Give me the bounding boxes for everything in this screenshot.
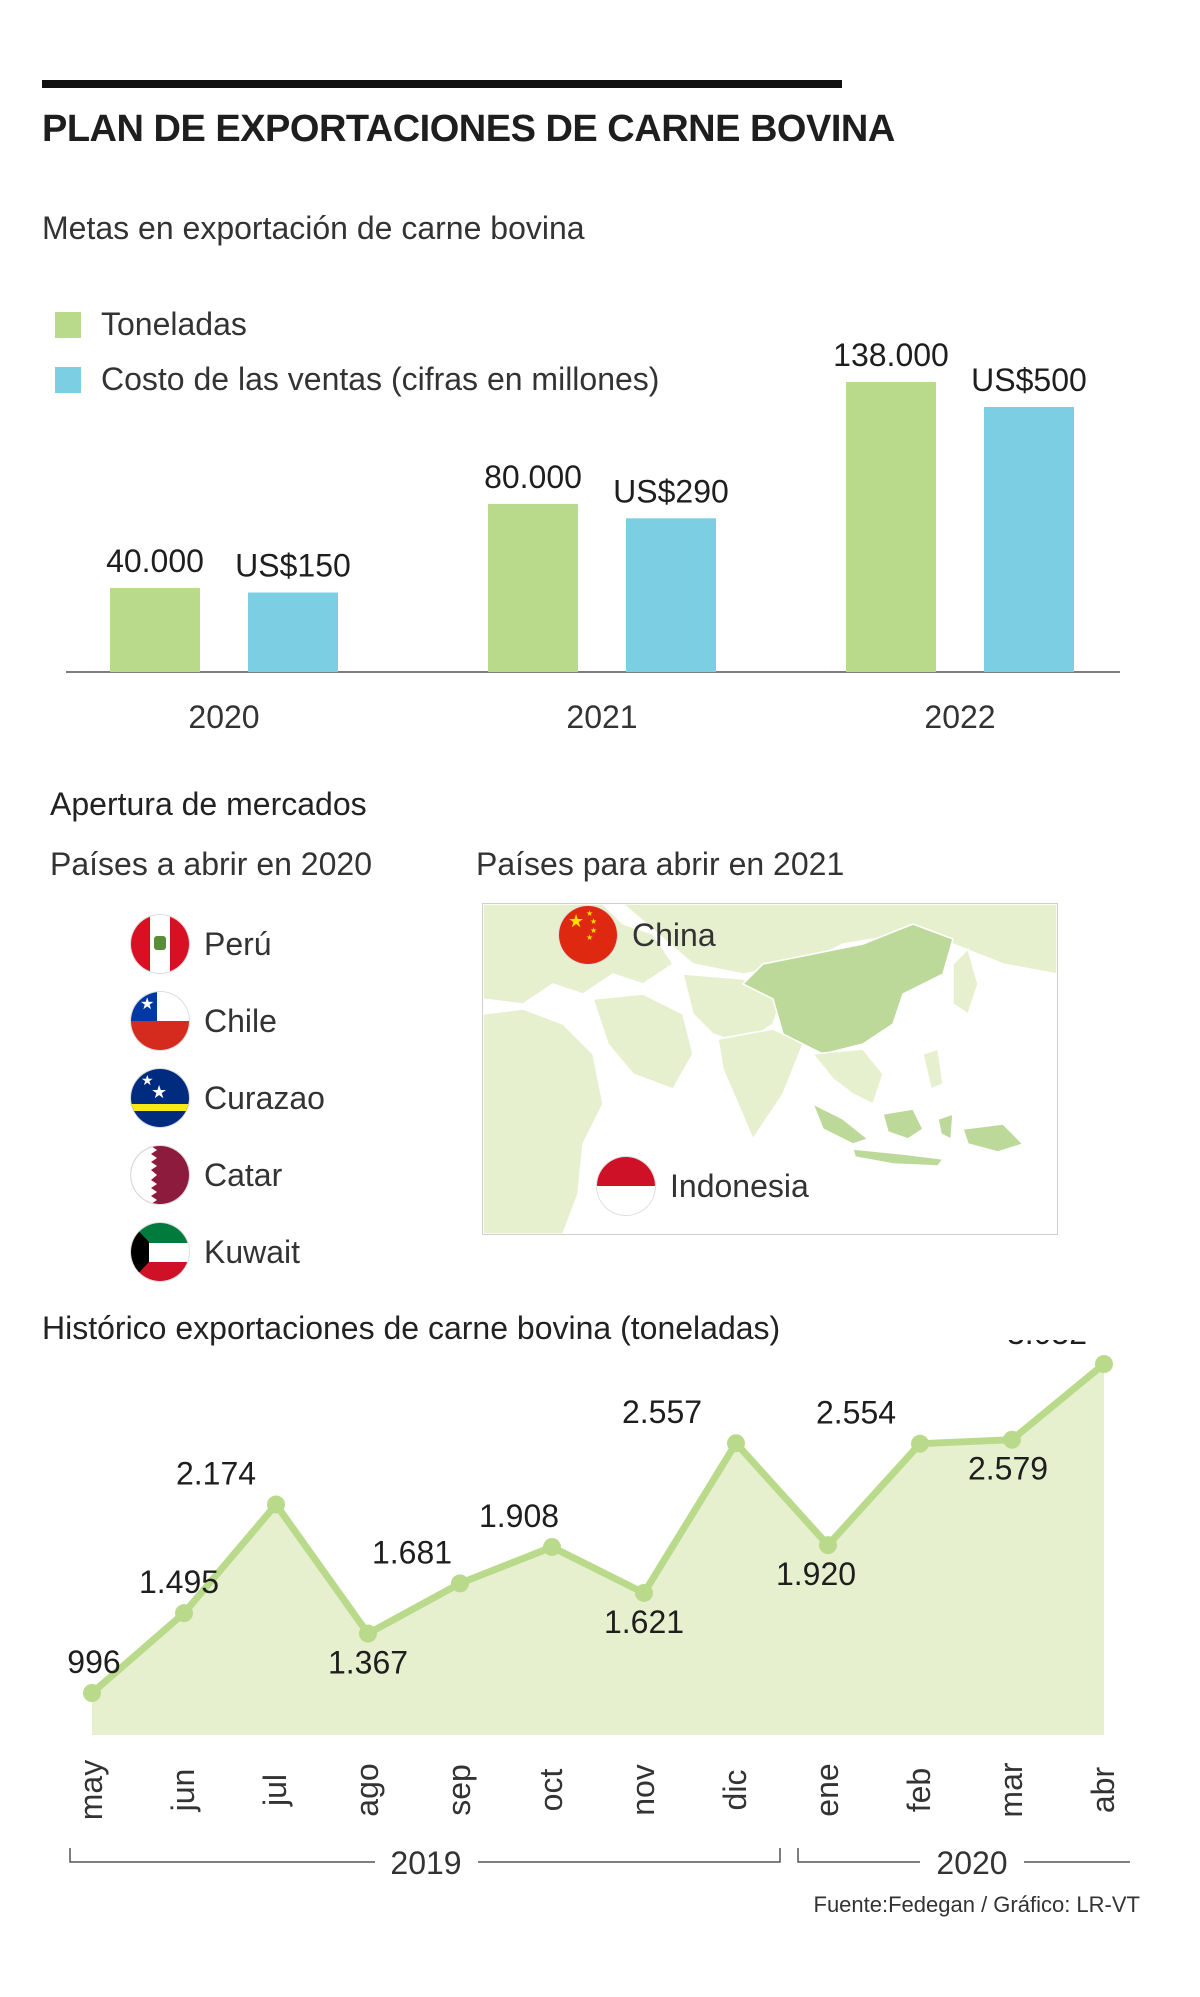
month-label: ene [809,1763,845,1816]
curacao-flag-icon: ★ ★ [131,1069,189,1127]
area-value-label: 2.557 [622,1394,702,1430]
markets-2021-heading: Países para abrir en 2021 [476,846,845,882]
bar-cost [248,592,338,672]
area-point [1003,1430,1021,1449]
area-value-label: 3.052 [1007,1340,1087,1351]
bar-cost [984,407,1074,672]
area-point [911,1434,929,1453]
country-peru: Perú [131,915,272,973]
area-value-label: 1.920 [776,1556,856,1592]
bar-category-label: 2020 [188,699,259,735]
china-flag-icon: ★ ★ ★ ★ ★ [559,906,617,964]
bar-cost [626,518,716,672]
month-label: feb [901,1768,937,1812]
history-heading: Histórico exportaciones de carne bovina … [42,1310,781,1346]
country-name: Perú [204,925,272,962]
month-label: sep [441,1764,477,1816]
area-value-label: 1.367 [328,1645,408,1681]
area-point [727,1434,745,1453]
country-indonesia: Indonesia [597,1157,809,1215]
country-name: Indonesia [670,1167,809,1204]
area-value-label: 2.554 [816,1395,896,1431]
area-value-label: 996 [67,1644,120,1680]
country-name: Catar [204,1156,283,1193]
month-label: jun [165,1769,201,1813]
area-value-label: 1.681 [372,1534,452,1570]
country-name: Curazao [204,1079,325,1116]
bar-label-tons: 80.000 [484,459,582,495]
bar-category-label: 2021 [566,699,637,735]
area-point [267,1495,285,1514]
country-name: Chile [204,1002,277,1039]
legend-swatch-cost [55,366,81,393]
year-label-2020: 2020 [936,1845,1007,1881]
country-kuwait: Kuwait [131,1223,300,1281]
legend-item-cost: Costo de las ventas (cifras en millones) [55,361,659,398]
year-label-2019: 2019 [390,1845,461,1881]
month-label: oct [533,1769,569,1812]
kuwait-flag-icon [131,1223,189,1281]
bar-chart: 40.000 US$150 2020 80.000 US$290 2021 138.000 U… [66,337,1120,735]
month-label: ago [349,1763,385,1816]
bar-label-tons: 138.000 [833,337,949,373]
bar-label-cost: US$500 [971,362,1087,398]
bar-category-label: 2022 [924,699,995,735]
legend-swatch-tons [55,311,81,338]
year-bracket-2019 [478,1848,781,1863]
country-curacao: ★ ★ Curazao [131,1069,325,1127]
year-bracket-2019 [69,1848,375,1863]
country-chile: ★ Chile [131,992,277,1050]
page-title: PLAN DE EXPORTACIONES DE CARNE BOVINA [42,108,895,150]
area-point [83,1684,101,1702]
area-value-label: 2.579 [968,1451,1048,1487]
bar-tons [110,587,200,672]
month-label: may [73,1760,109,1820]
markets-2020-heading: Países a abrir en 2020 [50,846,372,882]
area-chart: 996 1.495 2.174 1.367 1.681 1.908 1.621 2.557 1.… [67,1340,1130,1881]
area-value-label: 1.908 [479,1498,559,1534]
country-name: Kuwait [204,1233,301,1270]
month-label: jul [257,1774,293,1807]
legend-label-tons: Toneladas [101,306,247,342]
country-qatar: Catar [131,1146,282,1204]
area-point [451,1574,469,1593]
country-name: China [632,916,716,953]
indonesia-flag-icon [597,1157,655,1215]
area-value-label: 2.174 [176,1455,256,1491]
bar-label-cost: US$290 [613,473,729,509]
legend-label-cost: Costo de las ventas (cifras en millones) [101,361,660,397]
bar-chart-subtitle: Metas en exportación de carne bovina [42,210,585,246]
area-point [359,1624,377,1643]
area-value-label: 1.495 [139,1564,219,1600]
month-label: mar [993,1762,1029,1817]
area-fill [92,1364,1104,1735]
qatar-flag-icon [131,1146,189,1204]
legend-item-tons: Toneladas [55,306,247,343]
area-point [819,1536,837,1555]
markets-heading: Apertura de mercados [50,786,367,822]
month-label: dic [717,1770,753,1811]
chile-flag-icon: ★ [131,992,189,1050]
area-value-label: 1.621 [604,1604,684,1640]
year-bracket-2020 [797,1848,920,1863]
peru-flag-icon [131,915,189,973]
area-point [175,1604,193,1623]
month-label: abr [1085,1767,1121,1814]
source-note: Fuente:Fedegan / Gráfico: LR-VT [813,1892,1141,1917]
area-point [635,1583,653,1602]
area-point [543,1538,561,1557]
country-china: ★ ★ ★ ★ ★ China [559,906,716,964]
month-label: nov [625,1764,661,1816]
area-line [89,1361,1107,1696]
area-point [1095,1355,1113,1373]
top-rule [42,80,842,88]
bar-tons [846,382,936,672]
bar-label-cost: US$150 [235,548,351,584]
bar-tons [488,503,578,672]
bar-label-tons: 40.000 [106,543,204,579]
